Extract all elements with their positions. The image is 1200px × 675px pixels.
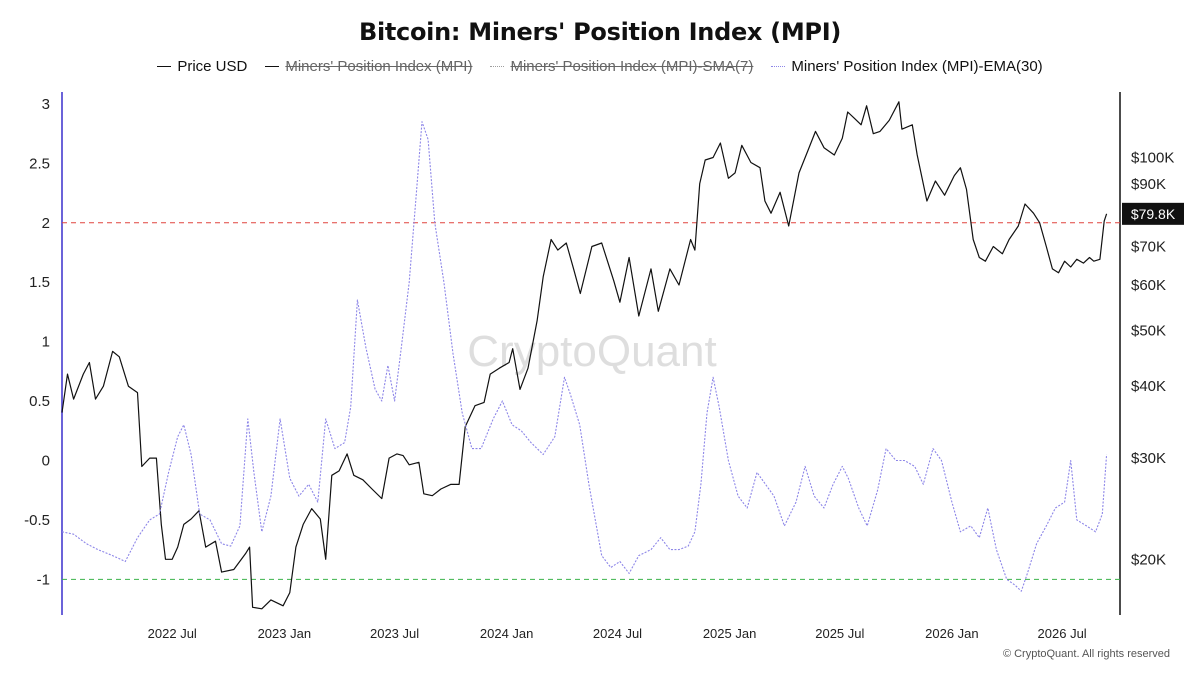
left-y-tick-label: -1 [37, 571, 50, 588]
right-y-tick-label: $30K [1131, 450, 1166, 467]
legend-item-price-usd[interactable]: Price USD [157, 58, 247, 75]
legend-swatch [157, 66, 172, 67]
legend-item-miners-position-index-mpi-sma-7[interactable]: Miners' Position Index (MPI)-SMA(7) [490, 58, 753, 75]
current-price-badge-bg [1122, 202, 1184, 225]
legend-label: Miners' Position Index (MPI)-SMA(7) [510, 58, 754, 75]
left-y-tick-label: 2 [42, 215, 50, 232]
x-tick-label: 2025 Jan [703, 626, 757, 641]
x-tick-label: 2023 Jan [258, 626, 312, 641]
left-y-tick-label: 0 [42, 452, 50, 469]
x-tick-label: 2024 Jan [480, 626, 534, 641]
legend-item-miners-position-index-mpi-ema-30[interactable]: Miners' Position Index (MPI)-EMA(30) [771, 58, 1043, 75]
x-tick-label: 2024 Jul [593, 626, 642, 641]
watermark-text: CryptoQuant [467, 327, 716, 376]
legend-label: Miners' Position Index (MPI)-EMA(30) [791, 58, 1043, 75]
chart-legend: Price USD Miners' Position Index (MPI) Min… [0, 58, 1200, 75]
right-y-tick-label: $70K [1131, 239, 1166, 256]
left-y-tick-label: 1 [42, 334, 50, 351]
right-y-tick-label: $50K [1131, 323, 1166, 340]
x-tick-label: 2026 Jul [1038, 626, 1087, 641]
current-price-label: $79.8K [1131, 206, 1176, 222]
legend-label: Miners' Position Index (MPI) [285, 58, 473, 75]
right-y-tick-label: $20K [1131, 551, 1166, 568]
x-tick-label: 2023 Jul [370, 626, 419, 641]
chart-title: Bitcoin: Miners' Position Index (MPI) [358, 18, 842, 46]
left-y-tick-label: -0.5 [24, 512, 50, 529]
legend-swatch [265, 66, 280, 67]
left-y-tick-label: 1.5 [29, 274, 50, 291]
right-y-tick-label: $90K [1131, 176, 1166, 193]
left-y-tick-label: 0.5 [29, 393, 50, 410]
legend-label: Price USD [177, 58, 248, 75]
x-tick-label: 2025 Jul [815, 626, 864, 641]
right-y-tick-label: $40K [1131, 378, 1166, 395]
x-tick-label: 2026 Jan [925, 626, 979, 641]
current-price-badge: $79.8K [1122, 202, 1184, 225]
series-line-miners-position-index-mpi-ema-30 [61, 121, 1108, 592]
series-line-price-usd [61, 101, 1108, 610]
x-tick-label: 2022 Jul [148, 626, 197, 641]
right-y-tick-label: $60K [1131, 277, 1166, 294]
copyright-notice: © CryptoQuant. All rights reserved [1002, 648, 1170, 660]
left-y-tick-label: 2.5 [29, 155, 50, 172]
right-y-tick-label: $100K [1131, 149, 1174, 166]
legend-swatch [490, 66, 505, 67]
legend-item-miners-position-index-mpi[interactable]: Miners' Position Index (MPI) [265, 58, 472, 75]
legend-swatch [771, 66, 786, 67]
left-y-tick-label: 3 [42, 96, 50, 113]
